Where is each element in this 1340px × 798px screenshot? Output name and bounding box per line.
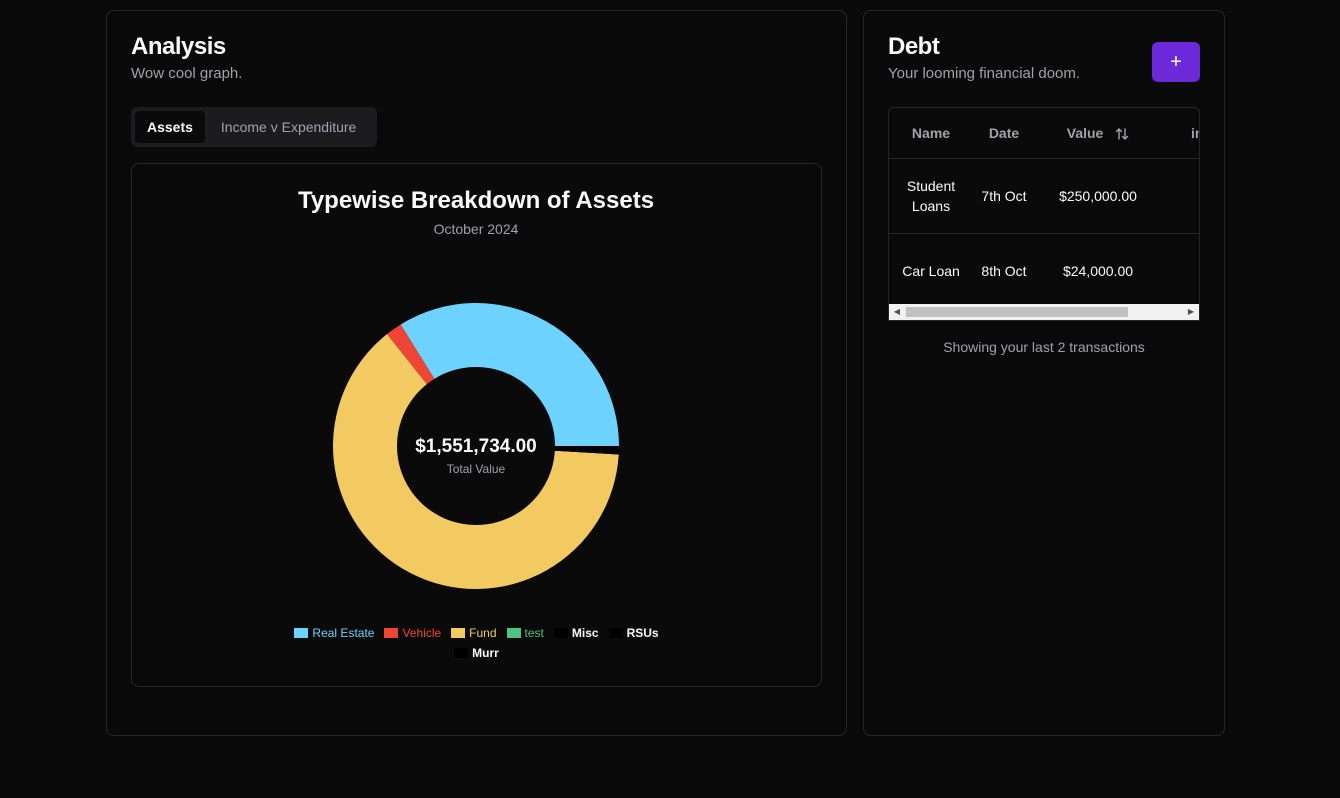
scrollbar-thumb[interactable] [906, 307, 1128, 317]
slice-fund[interactable] [333, 334, 619, 589]
debt-title: Debt [888, 33, 940, 60]
slice-real-estate[interactable] [400, 303, 619, 446]
legend-item-real-estate[interactable]: Real Estate [294, 626, 374, 640]
analysis-tabs: Assets Income v Expenditure [131, 107, 377, 147]
slice-misc[interactable] [554, 446, 619, 455]
analysis-title: Analysis [131, 33, 226, 60]
legend-item-murr[interactable]: Murr [454, 646, 499, 660]
table-row[interactable]: Car Loan 8th Oct $24,000.00 [889, 233, 1199, 309]
scroll-left-arrow-icon[interactable]: ◀ [893, 307, 901, 316]
debt-value-cell: $24,000.00 [1035, 233, 1161, 309]
legend-swatch [451, 628, 466, 638]
legend-item-fund[interactable]: Fund [451, 626, 497, 640]
legend-label: Fund [469, 626, 497, 640]
debt-date-cell: 8th Oct [973, 233, 1035, 309]
legend-label: Real Estate [312, 626, 375, 640]
legend-label: Murr [472, 646, 499, 660]
debt-name-cell: Car Loan [889, 233, 973, 309]
legend-item-vehicle[interactable]: Vehicle [384, 626, 441, 640]
legend-swatch [506, 628, 521, 638]
debt-value-cell: $250,000.00 [1035, 158, 1161, 234]
legend-label: RSUs [626, 626, 659, 640]
column-header-name[interactable]: Name [889, 108, 973, 159]
tab-assets[interactable]: Assets [135, 111, 205, 143]
debt-subtitle: Your looming financial doom. [888, 65, 1081, 82]
chart-title: Typewise Breakdown of Assets [298, 187, 654, 214]
legend-swatch [294, 628, 309, 638]
transactions-footer-note: Showing your last 2 transactions [943, 339, 1145, 355]
legend-swatch [553, 628, 568, 638]
scroll-right-arrow-icon[interactable]: ▶ [1187, 307, 1195, 316]
debt-table: Name Date Value inte Student Loans 7th O… [889, 108, 1199, 309]
slice-vehicle[interactable] [386, 324, 435, 385]
column-header-date[interactable]: Date [973, 108, 1035, 159]
debt-table-container[interactable]: Name Date Value inte Student Loans 7th O… [888, 107, 1200, 321]
legend-item-test[interactable]: test [506, 626, 544, 640]
add-debt-button[interactable]: + [1152, 42, 1200, 82]
debt-interest-cell [1161, 233, 1199, 309]
debt-date-cell: 7th Oct [973, 158, 1035, 234]
legend-item-rsus[interactable]: RSUs [608, 626, 659, 640]
column-header-value-label: Value [1066, 124, 1104, 141]
assets-chart-panel: Typewise Breakdown of Assets October 2024… [131, 163, 822, 687]
table-row[interactable]: Student Loans 7th Oct $250,000.00 4 [889, 158, 1199, 234]
column-header-interest[interactable]: inte [1161, 108, 1199, 159]
column-header-value[interactable]: Value [1035, 108, 1161, 159]
chart-subtitle: October 2024 [434, 221, 519, 237]
debt-card: Debt Your looming financial doom. + Name… [863, 10, 1225, 736]
table-header-row: Name Date Value inte [889, 108, 1199, 159]
horizontal-scrollbar[interactable]: ◀ ▶ [889, 304, 1199, 320]
legend-label: Misc [571, 626, 599, 640]
legend-label: test [524, 626, 544, 640]
analysis-card: Analysis Wow cool graph. Assets Income v… [106, 10, 847, 736]
legend-item-misc[interactable]: Misc [553, 626, 599, 640]
debt-interest-cell: 4 [1161, 158, 1199, 234]
debt-name-cell: Student Loans [889, 158, 973, 234]
chart-center-value: $1,551,734.00 [415, 436, 537, 457]
chart-center-label: Total Value [447, 462, 506, 476]
legend-label: Vehicle [402, 626, 442, 640]
sort-arrows-icon[interactable] [1115, 127, 1129, 141]
tab-income-v-expenditure[interactable]: Income v Expenditure [220, 119, 357, 135]
assets-donut-chart: Typewise Breakdown of Assets October 2024… [298, 187, 654, 589]
legend-swatch [384, 628, 399, 638]
legend-swatch [608, 628, 623, 638]
chart-legend: Real Estate Vehicle Fund test Misc RSUs Murr [132, 625, 821, 663]
legend-swatch [454, 648, 469, 658]
analysis-subtitle: Wow cool graph. [131, 65, 243, 82]
